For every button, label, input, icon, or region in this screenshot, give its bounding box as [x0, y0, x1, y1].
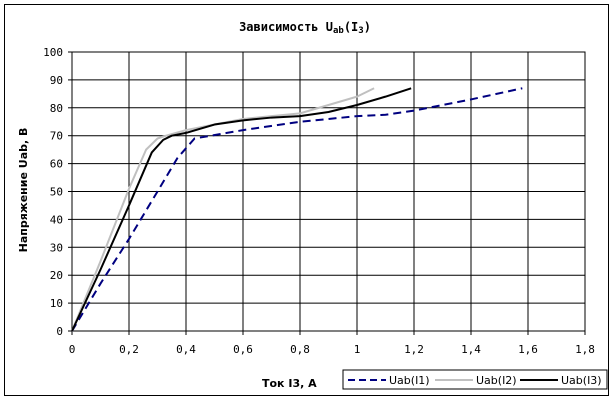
series-line-1: [71, 87, 523, 332]
y-tick-label: 0: [56, 325, 63, 338]
x-tick-label: 1,6: [518, 343, 538, 356]
legend: Uab(I1) Uab(I2) Uab(I3): [342, 369, 608, 390]
y-tick-label: 20: [50, 269, 63, 282]
x-tick-label: 1,8: [575, 343, 595, 356]
legend-label-3: Uab(I3): [561, 374, 602, 387]
chart-title: Зависимость Uab(I3): [239, 20, 371, 36]
y-tick-label: 10: [50, 297, 63, 310]
y-tick-label: 40: [50, 213, 63, 226]
y-tick-label: 30: [50, 241, 63, 254]
y-axis-ticks: 0 10 20 30 40 50 60 70 80 90 100: [43, 46, 72, 338]
x-tick-label: 0,4: [176, 343, 196, 356]
y-tick-label: 90: [50, 74, 63, 87]
y-tick-label: 50: [50, 186, 63, 199]
x-tick-label: 1: [354, 343, 361, 356]
y-tick-label: 100: [43, 46, 63, 59]
x-tick-label: 0,2: [119, 343, 139, 356]
grid: [71, 51, 586, 332]
series-layer: [71, 87, 523, 332]
y-tick-label: 70: [50, 130, 63, 143]
x-axis-ticks: 0 0,2 0,4 0,6 0,8 1 1,2 1,4 1,6 1,8: [69, 331, 595, 356]
x-tick-label: 0: [69, 343, 76, 356]
x-axis-label: Ток I3, А: [262, 377, 317, 390]
x-tick-label: 0,6: [233, 343, 253, 356]
series-line-2: [71, 87, 375, 332]
x-tick-label: 1,2: [404, 343, 424, 356]
legend-label-2: Uab(I2): [476, 374, 517, 387]
y-tick-label: 80: [50, 102, 63, 115]
y-tick-label: 60: [50, 158, 63, 171]
legend-box: [342, 369, 608, 390]
legend-label-1: Uab(I1): [389, 374, 430, 387]
x-tick-label: 0,8: [290, 343, 310, 356]
x-tick-label: 1,4: [461, 343, 481, 356]
y-axis-label: Напряжение Uab, В: [17, 128, 30, 253]
series-line-3: [71, 87, 412, 332]
